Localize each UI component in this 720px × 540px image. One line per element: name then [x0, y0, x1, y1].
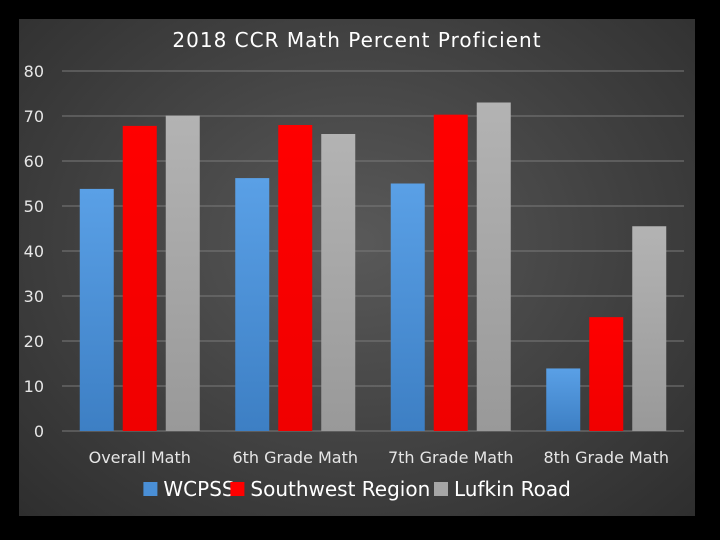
- legend-label-wcpss: WCPSS: [163, 477, 234, 501]
- legend: WCPSS Southwest Region Lufkin Road: [143, 477, 571, 501]
- legend-label-southwest-region: Southwest Region: [250, 477, 430, 501]
- legend-label-lufkin-road: Lufkin Road: [454, 477, 571, 501]
- bar-lufkin-road-6th-grade-math: [321, 134, 356, 431]
- bar-southwest-region-8th-grade-math: [589, 317, 624, 431]
- y-tick-label: 40: [24, 242, 44, 261]
- y-tick-label: 80: [24, 62, 44, 81]
- y-tick-label: 0: [34, 422, 44, 441]
- bar-wcpss-8th-grade-math: [546, 368, 581, 431]
- bar-southwest-region-7th-grade-math: [433, 114, 468, 432]
- y-tick-label: 20: [24, 332, 44, 351]
- bar-chart: 2018 CCR Math Percent Proficient 0 10 20 30…: [24, 28, 684, 501]
- bar-wcpss-6th-grade-math: [235, 178, 270, 431]
- bar-wcpss-overall-math: [79, 188, 114, 431]
- x-category-label: Overall Math: [89, 448, 191, 467]
- legend-swatch-southwest-region: [230, 482, 245, 496]
- bar-lufkin-road-8th-grade-math: [632, 226, 667, 431]
- bar-southwest-region-overall-math: [122, 125, 157, 432]
- y-tick-label: 70: [24, 107, 44, 126]
- x-axis-category-labels: Overall Math 6th Grade Math 7th Grade Math…: [89, 448, 669, 467]
- y-tick-label: 50: [24, 197, 44, 216]
- bar-lufkin-road-7th-grade-math: [476, 102, 511, 431]
- bars: [79, 102, 667, 432]
- y-tick-label: 30: [24, 287, 44, 306]
- y-axis-tick-labels: 0 10 20 30 40 50 60 70 80: [24, 62, 44, 441]
- legend-swatch-lufkin-road: [434, 482, 448, 496]
- x-category-label: 7th Grade Math: [388, 448, 514, 467]
- chart-title: 2018 CCR Math Percent Proficient: [172, 28, 541, 52]
- x-category-label: 8th Grade Math: [543, 448, 669, 467]
- x-category-label: 6th Grade Math: [232, 448, 358, 467]
- bar-southwest-region-6th-grade-math: [278, 125, 313, 431]
- gridlines: [62, 70, 684, 432]
- legend-swatch-wcpss: [143, 482, 158, 496]
- chart-panel: 2018 CCR Math Percent Proficient 0 10 20 30…: [19, 19, 695, 516]
- bar-wcpss-7th-grade-math: [390, 183, 425, 431]
- bar-lufkin-road-overall-math: [165, 115, 200, 432]
- y-tick-label: 10: [24, 377, 44, 396]
- y-tick-label: 60: [24, 152, 44, 171]
